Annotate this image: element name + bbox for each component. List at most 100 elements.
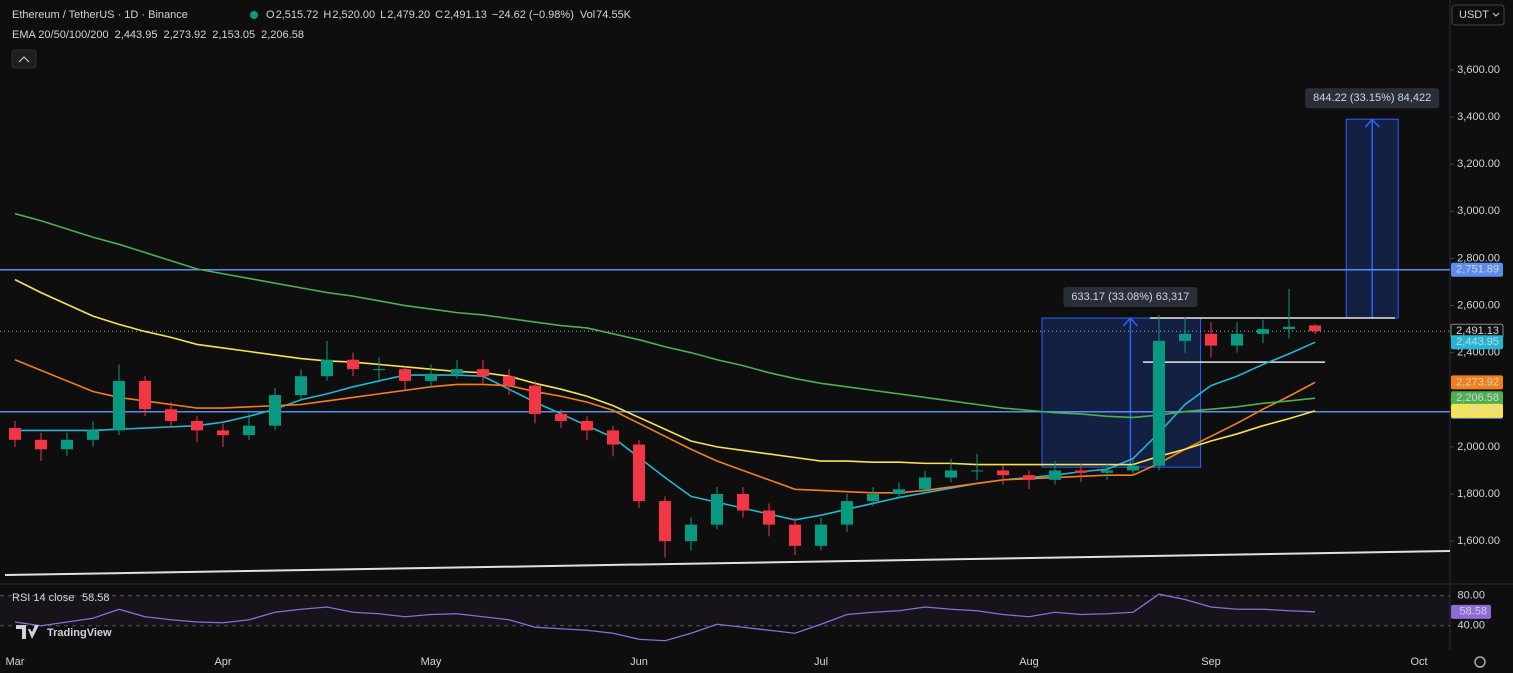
trendline [4, 550, 1451, 577]
y-tick-label: 1,600.00 [1457, 535, 1500, 547]
x-tick-label: May [421, 656, 442, 668]
ema-value: 2,153.05 [212, 29, 255, 41]
rsi-tag-label: 58.58 [1459, 606, 1487, 618]
candle-body [503, 376, 515, 386]
y-tick-label: 1,800.00 [1457, 488, 1500, 500]
candle-body [763, 510, 775, 525]
price-tag [1451, 335, 1503, 350]
candle-body [295, 376, 307, 396]
candle-body [139, 380, 151, 410]
candle-body [477, 369, 489, 377]
candle-body [555, 413, 567, 421]
price-tag [1451, 375, 1503, 390]
candle-body [1283, 326, 1295, 330]
candle-body [945, 470, 957, 478]
candle-body [373, 369, 385, 371]
rsi-label: RSI 14 close [12, 592, 74, 604]
x-tick-label: Aug [1019, 656, 1039, 668]
x-tick-label: Mar [6, 656, 25, 668]
rsi-tick-label: 80.00 [1457, 590, 1485, 602]
y-tick-label: 3,600.00 [1457, 64, 1500, 76]
y-tick-label: 3,400.00 [1457, 111, 1500, 123]
rsi-tick-label: 40.00 [1457, 620, 1485, 632]
currency-caret [1492, 12, 1500, 17]
ema-line [14, 358, 1316, 494]
y-tick-label: 2,600.00 [1457, 299, 1500, 311]
measure-label-bg [1305, 88, 1440, 109]
measure-arrowhead [1364, 118, 1380, 128]
price-tag-label: 2,206.58 [1456, 392, 1499, 404]
brand: TradingView [47, 627, 112, 639]
candle-body [191, 420, 203, 431]
candle-body [737, 494, 749, 511]
collapse-button[interactable] [11, 49, 37, 69]
ohlc-value: 2,491.13 [444, 9, 487, 21]
candle-body [841, 501, 853, 525]
measure-label: 844.22 (33.15%) 84,422 [1313, 92, 1431, 104]
candle-body [971, 470, 983, 472]
candle-body [659, 501, 671, 542]
vol-label: Vol [580, 9, 595, 21]
settings-icon[interactable] [1474, 656, 1486, 668]
candle-body [1127, 465, 1139, 471]
price-tag-label: 2,273.92 [1456, 376, 1499, 388]
candle-body [9, 428, 21, 440]
ohlc-value: 2,520.00 [332, 9, 375, 21]
x-tick-label: Jul [814, 656, 828, 668]
candle-body [815, 524, 827, 546]
currency-select[interactable] [1451, 4, 1505, 26]
vol-value: 74.55K [596, 9, 632, 21]
candle-body [789, 524, 801, 546]
ema-value: 2,273.92 [163, 29, 206, 41]
candle-body [61, 439, 73, 450]
measure-arrowhead [1122, 316, 1138, 327]
measure-box [1041, 317, 1202, 468]
ohlc-key: H [323, 9, 331, 21]
price-tag-label: 2,491.13 [1456, 325, 1499, 337]
currency: USDT [1459, 9, 1489, 21]
candle-body [581, 420, 593, 431]
change: −24.62 (−0.98%) [492, 9, 574, 21]
ema-value: 2,206.58 [261, 29, 304, 41]
price-tag [1451, 262, 1503, 277]
candle-body [919, 477, 931, 490]
collapse-icon [18, 56, 30, 63]
candle-body [269, 395, 281, 426]
rsi-tag [1451, 604, 1491, 619]
ohlc-key: C [435, 9, 443, 21]
measure-label-bg [1063, 287, 1198, 308]
candle-body [87, 430, 99, 440]
candle-body [529, 385, 541, 414]
candle-body [1049, 470, 1061, 480]
price-tag-label: 2,751.89 [1456, 264, 1499, 276]
candle-body [1153, 340, 1165, 466]
ohlc-value: 2,479.20 [387, 9, 430, 21]
candle-body [451, 369, 463, 374]
overlay: Ethereum / TetherUS · 1D · Binance O 2,515… [6, 4, 1505, 668]
candle-body [1309, 325, 1321, 332]
x-tick-label: Apr [214, 656, 231, 668]
x-tick-label: Sep [1201, 656, 1221, 668]
x-tick-label: Jun [630, 656, 648, 668]
candle-body [711, 494, 723, 525]
candle-body [893, 489, 905, 495]
candle-body [685, 524, 697, 542]
rsi-line [14, 593, 1316, 642]
x-tick-label: Oct [1410, 656, 1427, 668]
ohlc-key: L [380, 9, 386, 21]
candle-body [997, 470, 1009, 476]
y-tick-label: 2,800.00 [1457, 252, 1500, 264]
rsi-band [0, 595, 1450, 626]
candle-body [321, 359, 333, 377]
ohlc-key: O [266, 9, 275, 21]
measure-label: 633.17 (33.08%) 63,317 [1071, 291, 1189, 303]
candle-body [867, 494, 879, 502]
candle-body [347, 359, 359, 370]
candle-body [1101, 470, 1113, 473]
ema-line [14, 278, 1316, 466]
plot: 1,600.001,800.002,000.002,200.002,400.00… [0, 64, 1500, 642]
candle-body [425, 373, 437, 381]
